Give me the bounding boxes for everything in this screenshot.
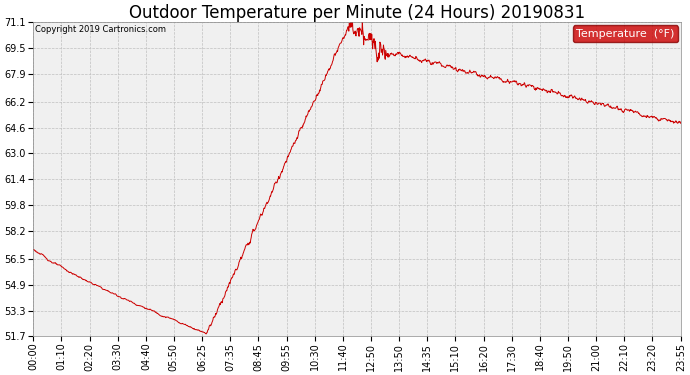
Title: Outdoor Temperature per Minute (24 Hours) 20190831: Outdoor Temperature per Minute (24 Hours… xyxy=(129,4,585,22)
Text: Copyright 2019 Cartronics.com: Copyright 2019 Cartronics.com xyxy=(34,26,166,34)
Legend: Temperature  (°F): Temperature (°F) xyxy=(573,26,678,42)
